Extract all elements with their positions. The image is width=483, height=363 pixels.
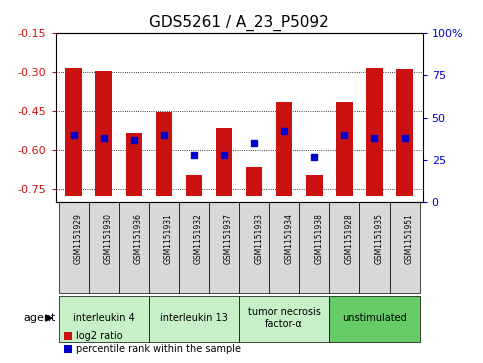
FancyBboxPatch shape <box>149 296 239 342</box>
Text: agent: agent <box>24 313 56 323</box>
Bar <box>96 70 112 196</box>
Text: GSM1151929: GSM1151929 <box>73 213 83 264</box>
Text: unstimulated: unstimulated <box>342 313 407 323</box>
Text: GSM1151935: GSM1151935 <box>374 213 384 264</box>
Bar <box>396 69 413 196</box>
Text: GSM1151930: GSM1151930 <box>104 213 113 264</box>
Bar <box>276 102 293 196</box>
Text: interleukin 13: interleukin 13 <box>160 313 228 323</box>
Bar <box>156 112 172 196</box>
Bar <box>246 167 262 196</box>
FancyBboxPatch shape <box>239 296 329 342</box>
FancyBboxPatch shape <box>149 203 179 293</box>
Bar <box>65 68 82 196</box>
FancyBboxPatch shape <box>269 203 299 293</box>
Text: GSM1151938: GSM1151938 <box>314 213 323 264</box>
FancyBboxPatch shape <box>58 296 149 342</box>
Text: GSM1151951: GSM1151951 <box>405 213 413 264</box>
Legend: log2 ratio, percentile rank within the sample: log2 ratio, percentile rank within the s… <box>60 327 245 358</box>
FancyBboxPatch shape <box>329 203 359 293</box>
FancyBboxPatch shape <box>89 203 119 293</box>
FancyBboxPatch shape <box>58 203 89 293</box>
Bar <box>366 68 383 196</box>
FancyBboxPatch shape <box>179 203 209 293</box>
Text: GSM1151934: GSM1151934 <box>284 213 293 264</box>
Text: GSM1151936: GSM1151936 <box>134 213 143 264</box>
FancyBboxPatch shape <box>359 203 389 293</box>
Title: GDS5261 / A_23_P5092: GDS5261 / A_23_P5092 <box>149 15 329 31</box>
Text: interleukin 4: interleukin 4 <box>73 313 135 323</box>
Bar <box>185 175 202 196</box>
Text: GSM1151931: GSM1151931 <box>164 213 173 264</box>
Text: GSM1151928: GSM1151928 <box>344 213 354 264</box>
Text: GSM1151933: GSM1151933 <box>254 213 263 264</box>
FancyBboxPatch shape <box>329 296 420 342</box>
Bar <box>336 102 353 196</box>
FancyBboxPatch shape <box>119 203 149 293</box>
FancyBboxPatch shape <box>389 203 420 293</box>
Bar <box>216 128 232 196</box>
Text: tumor necrosis
factor-α: tumor necrosis factor-α <box>248 307 321 329</box>
Text: GSM1151932: GSM1151932 <box>194 213 203 264</box>
FancyBboxPatch shape <box>239 203 269 293</box>
Text: GSM1151937: GSM1151937 <box>224 213 233 264</box>
FancyBboxPatch shape <box>209 203 239 293</box>
Bar <box>306 175 323 196</box>
FancyBboxPatch shape <box>299 203 329 293</box>
Bar <box>126 133 142 196</box>
